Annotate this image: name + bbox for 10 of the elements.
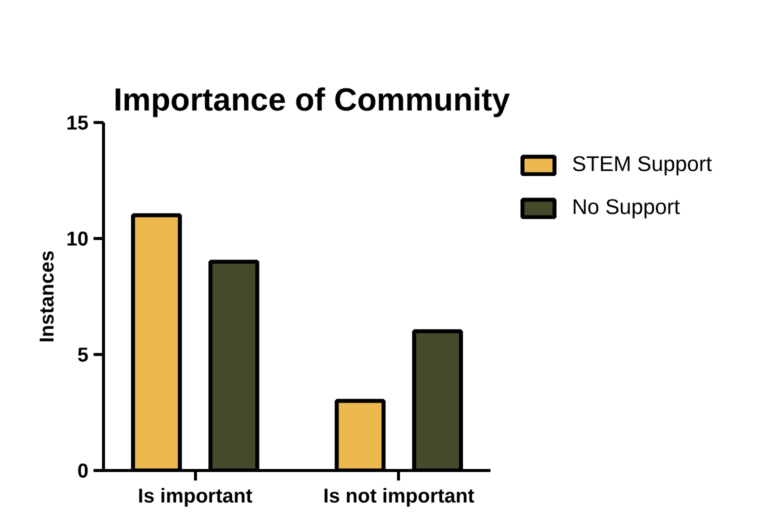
y-tick-label: 0 xyxy=(77,460,88,482)
y-tick-label: 10 xyxy=(66,228,89,250)
y-tick-label: 15 xyxy=(66,112,89,134)
legend-label: No Support xyxy=(572,195,680,220)
x-tick-label: Is important xyxy=(138,486,253,508)
y-axis-title: Instances xyxy=(36,250,58,343)
legend-label: STEM Support xyxy=(572,152,712,177)
x-tick-label: Is not important xyxy=(323,486,475,508)
chart-title: Importance of Community xyxy=(114,82,510,118)
y-tick-label: 5 xyxy=(77,344,88,366)
